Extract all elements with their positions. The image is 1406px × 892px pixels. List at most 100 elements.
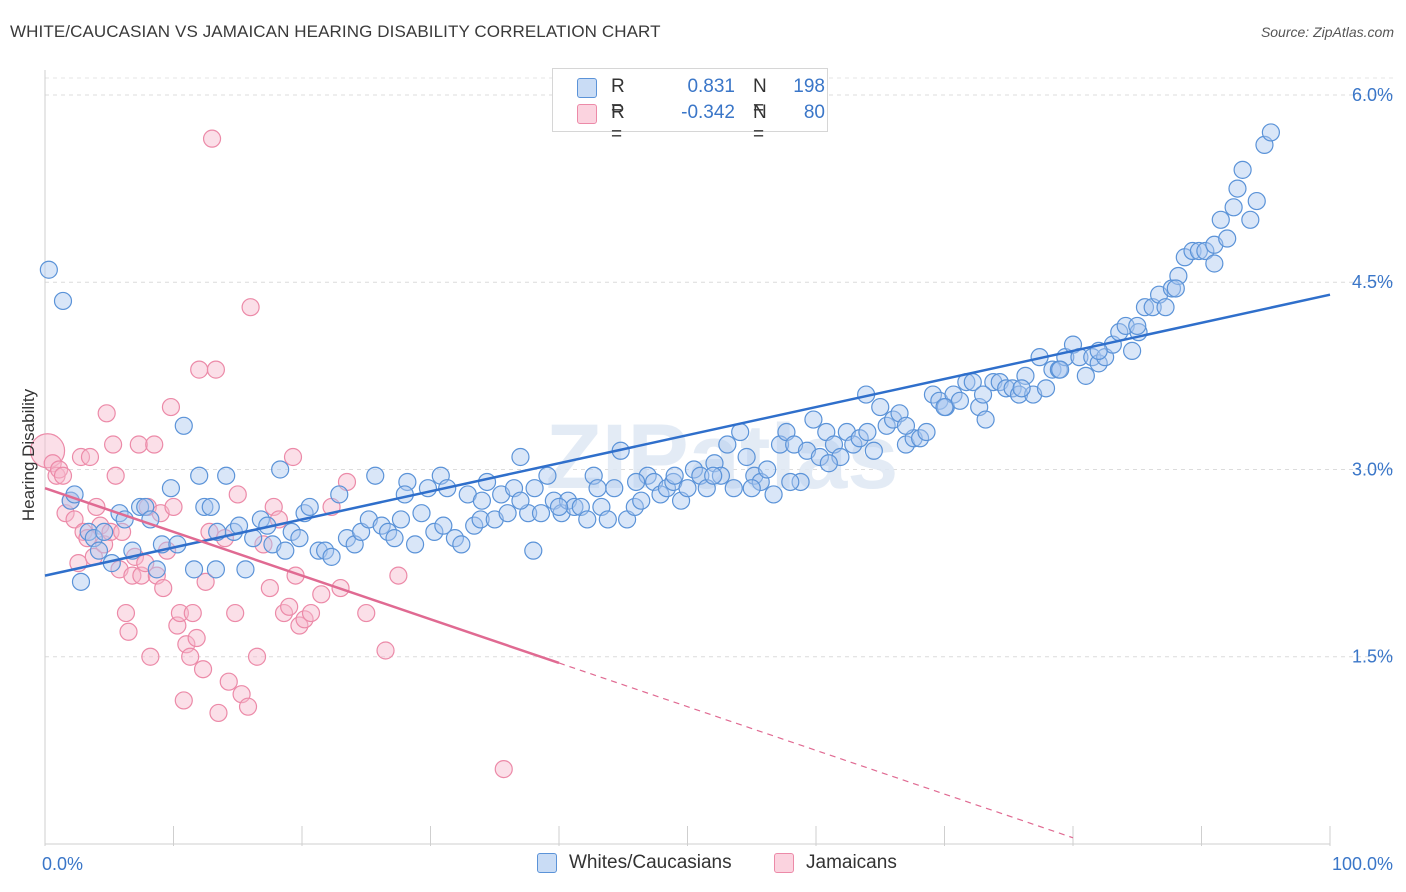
data-point [819,454,838,473]
data-point [764,485,783,504]
data-point [290,529,309,548]
y-tick-label: 6.0% [1352,85,1393,105]
data-point [1224,198,1243,217]
data-point [831,447,850,467]
data-point [78,529,97,548]
trend-lines [44,293,1331,839]
data-point [283,447,303,467]
data-point [129,435,148,454]
data-point [71,572,91,591]
data-point [236,560,255,579]
legend-n-value: 80 [803,102,825,123]
x-tick-label: 0.0% [42,854,83,874]
data-point [791,472,810,492]
data-point [1218,229,1237,248]
data-point [896,416,916,435]
data-point [366,466,385,485]
data-point [217,466,236,485]
data-point [804,410,823,429]
bottom-legend-swatch-whites [537,853,557,873]
data-point [781,472,800,492]
data-point [106,466,125,485]
data-point [1012,379,1031,398]
data-point [531,504,551,523]
data-point [164,497,183,517]
data-point [1135,298,1155,317]
source-credit: Source: ZipAtlas.com [1260,24,1394,40]
y-tick-label: 3.0% [1352,459,1393,479]
data-point [161,479,181,498]
data-point [195,497,214,517]
data-point [301,603,321,623]
data-point [405,535,425,554]
data-point [758,460,777,479]
data-point [864,441,883,460]
data-point [810,447,829,467]
data-point [578,510,597,529]
trend-line-jamaicans [44,487,560,665]
data-point [330,485,349,504]
data-point [391,510,411,529]
legend-r-label: R = [611,102,625,145]
data-point [130,497,150,517]
data-point [452,535,471,554]
data-point [174,691,193,710]
data-point [357,603,376,623]
data-point [376,641,395,660]
data-point [219,672,238,691]
axes [44,70,1331,846]
data-point [119,622,138,641]
data-point [89,541,109,560]
data-point [1043,360,1062,379]
data-point [247,647,267,666]
watermark: ZIPatlas [546,406,899,508]
data-point [174,416,193,435]
data-point [241,298,260,317]
data-point [1241,210,1260,229]
y-tick-label: 4.5% [1352,272,1393,292]
data-point [300,497,319,517]
data-point [498,504,517,523]
data-point [170,603,190,623]
y-tick-label: 1.5% [1352,647,1393,667]
legend-r-value: 0.831 [687,76,735,97]
correlation-legend: R = 0.831 N = 198 R = -0.342 N = 80 [552,68,828,145]
legend-n-label: N = [753,102,767,145]
data-point [549,497,569,517]
data-point [1205,254,1224,273]
data-point [154,578,173,598]
data-point [632,491,651,510]
data-point [1233,160,1252,179]
data-point [1261,123,1280,142]
data-point [65,510,84,529]
data-point [538,466,557,485]
data-point [1128,316,1147,336]
data-point [193,660,213,679]
data-point [228,485,247,504]
data-point [147,560,166,579]
data-point [1189,241,1209,261]
data-point [1228,179,1247,198]
jamaicans-points [29,129,513,779]
data-point [181,647,200,666]
data-point [196,572,215,591]
data-point [201,497,220,517]
data-point [145,435,164,454]
data-point [950,391,970,410]
legend-swatch-whites [577,78,597,98]
legend-r-label: R = [611,76,625,119]
data-point [565,497,584,517]
data-point [187,628,206,648]
data-point [280,597,299,616]
data-point [206,560,226,579]
x-tick-label: 100.0% [1332,854,1393,874]
legend-swatch-jamaicans [577,104,597,124]
data-point [605,479,624,498]
data-point [973,385,993,404]
data-point [1196,241,1215,261]
legend-n-label: N = [753,76,767,119]
data-point [1076,366,1095,385]
data-point [477,472,497,492]
legend-n-value: 198 [793,76,825,97]
